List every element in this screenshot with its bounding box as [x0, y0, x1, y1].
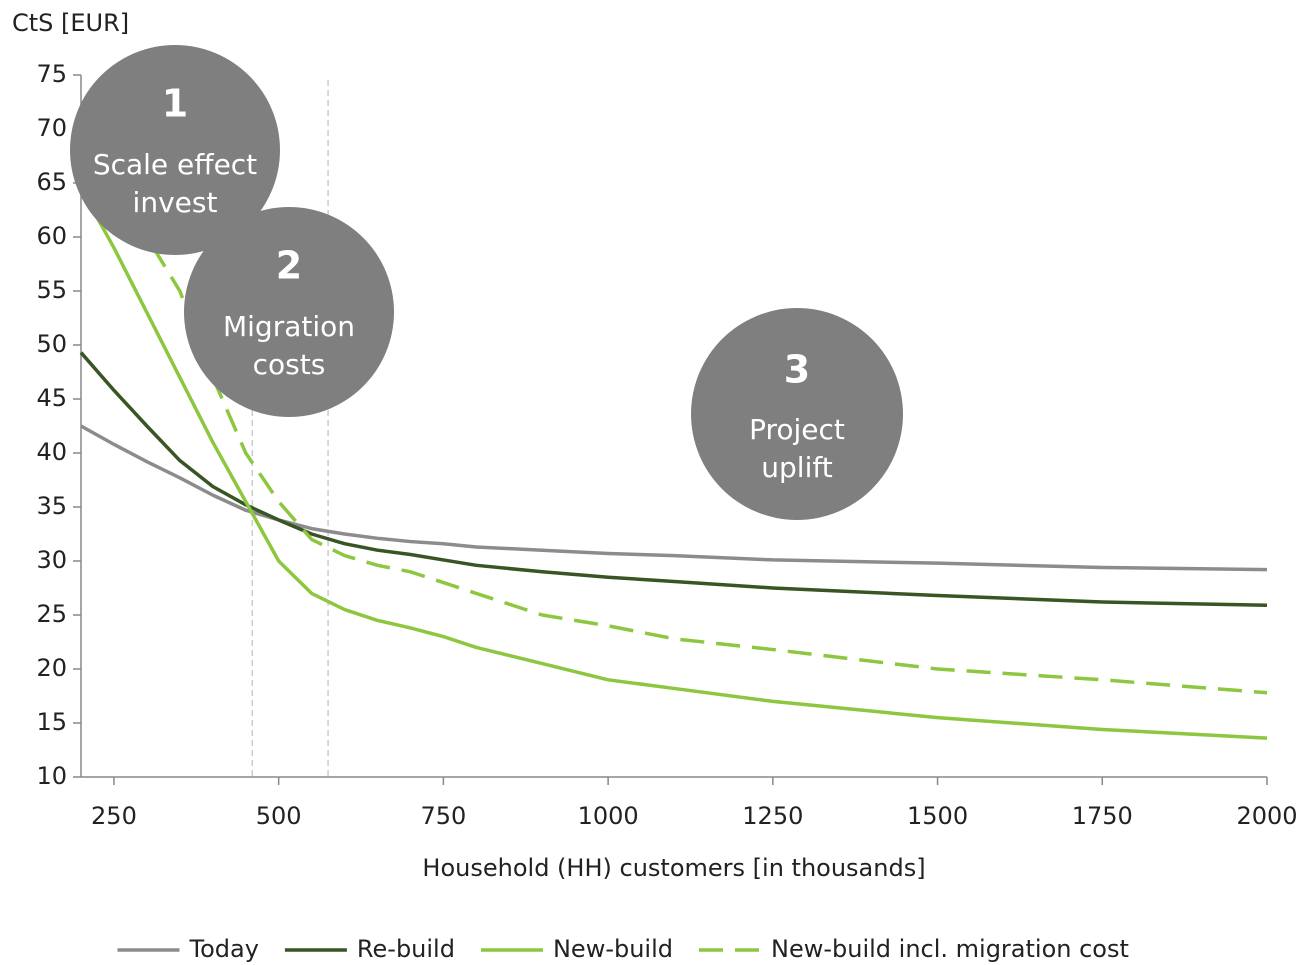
y-tick-label: 40: [36, 438, 67, 466]
legend-label: New-build: [553, 935, 673, 963]
x-tick-label: 1750: [1072, 802, 1133, 830]
annotation-circle: [691, 308, 903, 520]
y-tick-label: 20: [36, 654, 67, 682]
legend-label: New-build incl. migration cost: [771, 935, 1129, 963]
y-tick-label: 75: [36, 60, 67, 88]
series-line: [79, 187, 1268, 740]
y-axis-label: CtS [EUR]: [12, 9, 129, 37]
y-tick-label: 60: [36, 222, 67, 250]
legend-label: Today: [189, 935, 259, 963]
legend-label: Re-build: [357, 935, 455, 963]
y-tick-label: 15: [36, 708, 67, 736]
annotation-circle: [70, 45, 280, 255]
x-tick-label: 500: [256, 802, 302, 830]
y-tick-label: 55: [36, 276, 67, 304]
y-tick-label: 10: [36, 762, 67, 790]
x-tick-label: 250: [91, 802, 137, 830]
annotation-number: 2: [276, 244, 302, 288]
annotations: 1 Scale effect invest 2 Migration costs …: [70, 45, 903, 520]
y-tick-label: 30: [36, 546, 67, 574]
plot-area: 10 15 20 25 30 35 40 45 50 55 60 65 70 75 250 500 750 100…: [36, 60, 1297, 830]
series-line: [79, 351, 1268, 608]
x-tick-label: 1500: [907, 802, 968, 830]
x-axis-label: Household (HH) customers [in thousands]: [422, 854, 925, 882]
annotation-text: invest: [133, 186, 218, 219]
x-tick-label: 1000: [578, 802, 639, 830]
y-tick-label: 35: [36, 492, 67, 520]
y-tick-label: 65: [36, 168, 67, 196]
annotation-circle: [184, 207, 394, 417]
y-tick-label: 45: [36, 384, 67, 412]
x-tick-label: 2000: [1236, 802, 1297, 830]
annotation-text: costs: [253, 348, 326, 381]
series-line: [132, 214, 1268, 695]
series-line: [80, 424, 1268, 572]
y-tick-label: 50: [36, 330, 67, 358]
annotation-number: 3: [784, 348, 810, 392]
y-tick-label: 70: [36, 114, 67, 142]
annotation-text: Project: [749, 413, 845, 446]
x-tick-label: 1250: [742, 802, 803, 830]
annotation-number: 1: [162, 82, 188, 126]
x-tick-label: 750: [420, 802, 466, 830]
annotation-text: Migration: [223, 310, 355, 343]
legend: Today Re-build New-build New-build incl. mi…: [117, 935, 1129, 963]
y-tick-label: 25: [36, 600, 67, 628]
annotation-text: uplift: [761, 451, 832, 484]
annotation-text: Scale effect: [93, 148, 257, 181]
